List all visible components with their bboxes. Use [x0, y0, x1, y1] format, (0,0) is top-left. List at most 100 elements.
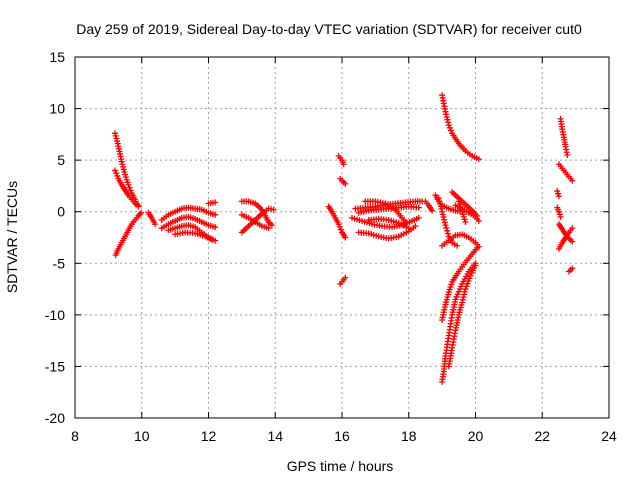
data-point [212, 224, 219, 231]
y-tick-label: -20 [45, 410, 65, 426]
y-tick-label: 10 [49, 101, 65, 117]
data-track [422, 198, 436, 214]
data-track [112, 130, 142, 210]
grid-lines [75, 57, 609, 418]
data-point [444, 227, 451, 234]
data-track [172, 229, 215, 243]
data-track [238, 211, 272, 232]
data-point [212, 199, 219, 206]
x-tick-label: 10 [134, 428, 150, 444]
data-point [126, 184, 133, 191]
data-point [208, 236, 215, 243]
y-tick-label: 0 [57, 204, 65, 220]
data-point [429, 207, 436, 214]
x-tick-label: 22 [534, 428, 550, 444]
x-tick-label: 14 [267, 428, 283, 444]
data-point [342, 180, 349, 187]
data-track [455, 198, 469, 226]
data-point [265, 225, 272, 232]
data-point [439, 208, 446, 215]
data-track [337, 175, 349, 187]
data-point [464, 280, 471, 287]
data-point [270, 206, 277, 213]
data-point [402, 219, 409, 226]
data-point [555, 193, 562, 200]
data-point [445, 119, 452, 126]
data-track [158, 204, 219, 223]
data-track [557, 115, 571, 158]
x-tick-label: 24 [601, 428, 617, 444]
data-point [114, 172, 121, 179]
data-point [113, 170, 120, 177]
y-tick-label: -5 [53, 255, 66, 271]
data-point [475, 217, 482, 224]
data-track [565, 265, 576, 275]
data-point [459, 299, 466, 306]
data-point [472, 262, 479, 269]
data-track [365, 215, 412, 232]
y-tick-label: -15 [45, 358, 65, 374]
data-point [441, 216, 448, 223]
data-track [435, 195, 461, 249]
data-track [325, 203, 349, 241]
data-point [466, 275, 473, 282]
data-point [135, 202, 142, 209]
data-track [112, 209, 145, 259]
data-point [446, 124, 453, 131]
data-point [461, 291, 468, 298]
data-point [127, 187, 134, 194]
data-track [362, 198, 409, 226]
data-point [125, 181, 132, 188]
data-point [442, 108, 449, 115]
data-track [205, 199, 219, 207]
data-point [438, 206, 445, 213]
axes: 8 10 12 14 16 18 20 22 24 15 10 5 0 -5 -10 -15 -20 [45, 49, 617, 444]
data-point [335, 221, 342, 228]
data-track [337, 274, 349, 287]
data-point [405, 225, 412, 232]
y-tick-label: -10 [45, 307, 65, 323]
data-track [554, 188, 562, 200]
data-track [432, 192, 466, 215]
data-point [440, 214, 447, 221]
data-track [335, 153, 347, 168]
data-point [444, 116, 451, 123]
x-tick-label: 16 [334, 428, 350, 444]
data-point [443, 114, 450, 121]
x-tick-label: 12 [201, 428, 217, 444]
x-tick-label: 20 [468, 428, 484, 444]
data-track [112, 167, 142, 209]
data-point [442, 222, 449, 229]
x-axis-title: GPS time / hours [287, 458, 394, 474]
data-point [342, 274, 349, 281]
data-point [463, 283, 470, 290]
data-points [112, 92, 576, 385]
data-point [441, 219, 448, 226]
data-point [112, 167, 119, 174]
data-point [415, 204, 422, 211]
data-track [349, 214, 422, 231]
data-point [445, 122, 452, 129]
data-point [462, 286, 469, 293]
data-track [555, 161, 576, 184]
data-track [439, 244, 481, 324]
data-track [158, 213, 219, 232]
data-point [557, 213, 564, 220]
data-point [268, 222, 275, 229]
data-point [459, 296, 466, 303]
data-point [435, 195, 442, 202]
data-point [569, 177, 576, 184]
data-point [340, 161, 347, 168]
y-tick-label: 5 [57, 152, 65, 168]
x-tick-label: 18 [401, 428, 417, 444]
data-point [448, 127, 455, 134]
chart-title: Day 259 of 2019, Sidereal Day-to-day VTE… [76, 21, 582, 37]
y-axis-title: SDTVAR / TECUs [4, 181, 20, 293]
data-point [564, 151, 571, 158]
data-point [336, 223, 343, 230]
data-track [145, 209, 159, 228]
data-point [569, 225, 576, 232]
data-point [212, 237, 219, 244]
